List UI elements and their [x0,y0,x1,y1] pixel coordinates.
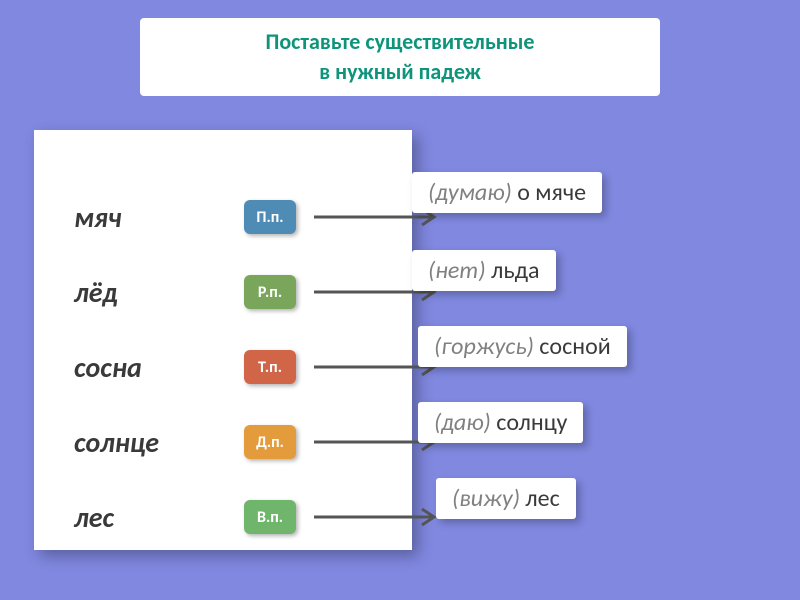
answer-box: (горжусь) сосной [418,326,627,367]
arrow-icon [314,505,442,529]
answer-text: солнцу [496,408,567,437]
answer-text: сосной [539,332,610,361]
answer-hint: (нет) [428,256,491,285]
title-line-1: Поставьте существительные [266,27,535,57]
exercise-row: мяч П.п. [34,190,412,244]
source-word: сосна [74,350,142,385]
title-line-2: в нужный падеж [319,57,481,87]
answer-text: лес [525,484,559,513]
source-word: солнце [74,425,159,460]
source-word: лес [74,500,114,535]
case-badge: Д.п. [244,425,296,459]
answer-hint: (вижу) [452,484,525,513]
answer-box: (вижу) лес [436,478,576,519]
answer-hint: (думаю) [428,178,517,207]
case-badge-label: Р.п. [258,283,282,302]
case-badge-label: П.п. [256,208,283,227]
answer-box: (даю) солнцу [418,402,583,443]
answer-hint: (даю) [434,408,496,437]
case-badge-label: Д.п. [256,433,284,452]
exercise-row: лес В.п. [34,490,412,544]
case-badge: Т.п. [244,350,296,384]
case-badge: П.п. [244,200,296,234]
case-badge: Р.п. [244,275,296,309]
answer-text: о мяче [517,178,586,207]
words-panel: мяч П.п. лёд Р.п. сосна Т.п. солнце [34,130,412,550]
exercise-row: сосна Т.п. [34,340,412,394]
exercise-row: солнце Д.п. [34,415,412,469]
answer-box: (думаю) о мяче [412,172,602,213]
case-badge-label: Т.п. [258,358,282,377]
exercise-row: лёд Р.п. [34,265,412,319]
case-badge-label: В.п. [257,508,283,527]
title-box: Поставьте существительные в нужный падеж [140,18,660,96]
answer-box: (нет) льда [412,250,556,291]
case-badge: В.п. [244,500,296,534]
source-word: лёд [74,275,117,310]
answer-text: льда [491,256,539,285]
answer-hint: (горжусь) [434,332,539,361]
source-word: мяч [74,200,122,235]
